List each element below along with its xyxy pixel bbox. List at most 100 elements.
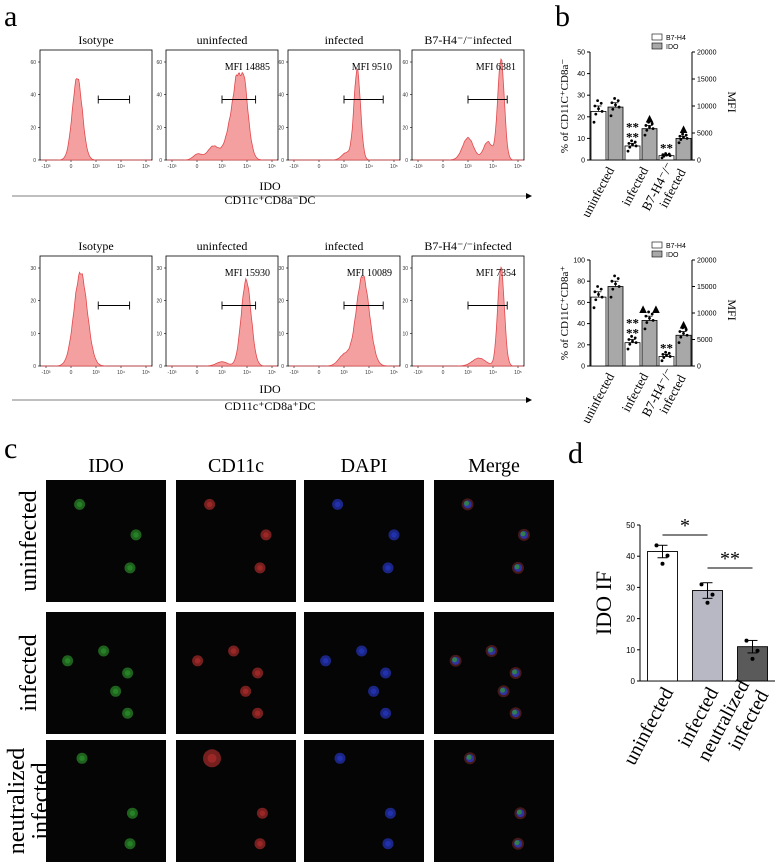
micrograph-tile [176,740,296,862]
mfi-label: MFI 9510 [352,62,392,73]
bar-ido [641,128,658,161]
triangle-marker: ▲▲ [637,301,663,316]
y-tick-label: 10 [626,646,635,655]
x-tick-label: -10³ [290,164,299,170]
data-point [611,107,615,111]
data-point [685,333,689,337]
data-point [679,335,683,339]
cell-core [259,810,266,816]
histogram-frame [39,255,153,367]
data-point [654,543,659,548]
data-point [597,293,600,296]
category-label: uninfected [578,164,617,220]
y-axis-label: % of CD11C⁺CD8a⁺ [559,266,571,361]
y-tick-label: 50 [626,521,635,530]
cell-core [64,658,71,664]
data-point [677,141,681,145]
mfi-label: MFI 14885 [225,62,270,73]
panel-b-top-chart: 0 10 20 30 40 50 0 5000 10000 15000 20000 % of CD11… [559,33,739,220]
data-point [684,133,688,137]
data-point [699,582,704,587]
data-point [681,132,684,136]
data-point [593,290,597,294]
data-point [631,143,634,147]
data-point [634,144,638,148]
data-point [662,154,666,158]
data-point [685,137,689,140]
y-tick-label: 30 [30,266,36,272]
left-tick-label: 40 [577,321,585,328]
triangle-marker: ▲ [677,317,690,332]
panel-label-c: c [4,432,17,465]
x-tick-label: -10³ [42,164,51,170]
x-tick-label: 10⁴ [117,164,125,170]
micrograph-tile [46,480,166,602]
cell-merge-green [488,647,494,653]
micrograph-tile [46,612,166,734]
row1-arrow-head [526,193,532,199]
significance-mark: ** [626,316,639,331]
mfi-label: MFI 10089 [347,268,392,279]
legend-label: B7-H4 [666,243,686,250]
x-tick-label: 10³ [218,370,226,376]
channel-title: CD11c [208,455,264,477]
cell-core [194,658,201,664]
data-point [677,341,681,345]
x-tick-label: -10³ [414,370,423,376]
cell-core [76,501,83,508]
category-label: uninfected [619,684,678,769]
x-tick-label: 0 [318,164,321,170]
data-point [660,561,665,566]
bar-ido [641,320,658,367]
data-point [665,354,668,357]
significance-mark: ** [626,129,639,144]
data-point [600,110,604,113]
left-tick-label: 30 [577,93,585,100]
x-tick-label: 0 [442,370,445,376]
cell-core [124,710,131,717]
cell-core [230,648,237,654]
data-point [668,355,672,358]
y-tick-label: 40 [278,93,284,99]
histogram-curve [413,266,523,367]
histogram-frame [287,255,401,367]
y2-axis-label: MFI [725,299,739,320]
significance-mark: ** [660,141,673,156]
significance-mark: ** [626,326,639,341]
data-point [750,656,755,661]
condition-label: infected [16,634,42,711]
x-tick-label: 0 [70,164,73,170]
triangle-marker: ▲ [643,110,656,125]
cell-merge-green [464,500,470,506]
legend-label: IDO [666,252,679,259]
cell-merge-green [520,531,526,537]
y-tick-label: 40 [156,93,162,99]
data-point [660,156,664,160]
bar-1 [692,590,723,682]
y-tick-label: 0 [631,677,636,686]
data-point [593,104,597,108]
y-tick-label: 20 [30,125,36,131]
histogram-title: Isotype [78,239,113,253]
data-point [617,105,621,109]
mfi-label: MFI 15930 [225,268,270,279]
data-point [643,133,647,137]
cell-core [242,688,249,695]
data-point [664,350,667,354]
y-tick-label: 10 [156,331,162,337]
cell-merge-green [516,809,522,815]
y-tick-label: 0 [159,364,162,370]
data-point [631,339,634,343]
data-point [648,316,651,320]
data-point [645,321,649,324]
x-tick-label: 10³ [92,164,100,170]
x-tick-label: 10⁴ [243,164,251,170]
histogram-title: uninfected [197,33,248,47]
y-tick-label: 30 [626,583,635,592]
mfi-label: MFI 6381 [476,62,516,73]
y-axis-label: IDO IF [591,571,616,635]
condition-label: uninfected [16,490,42,591]
x-tick-label: 10⁵ [268,370,276,376]
data-point [633,336,637,340]
left-tick-label: 0 [581,364,585,371]
